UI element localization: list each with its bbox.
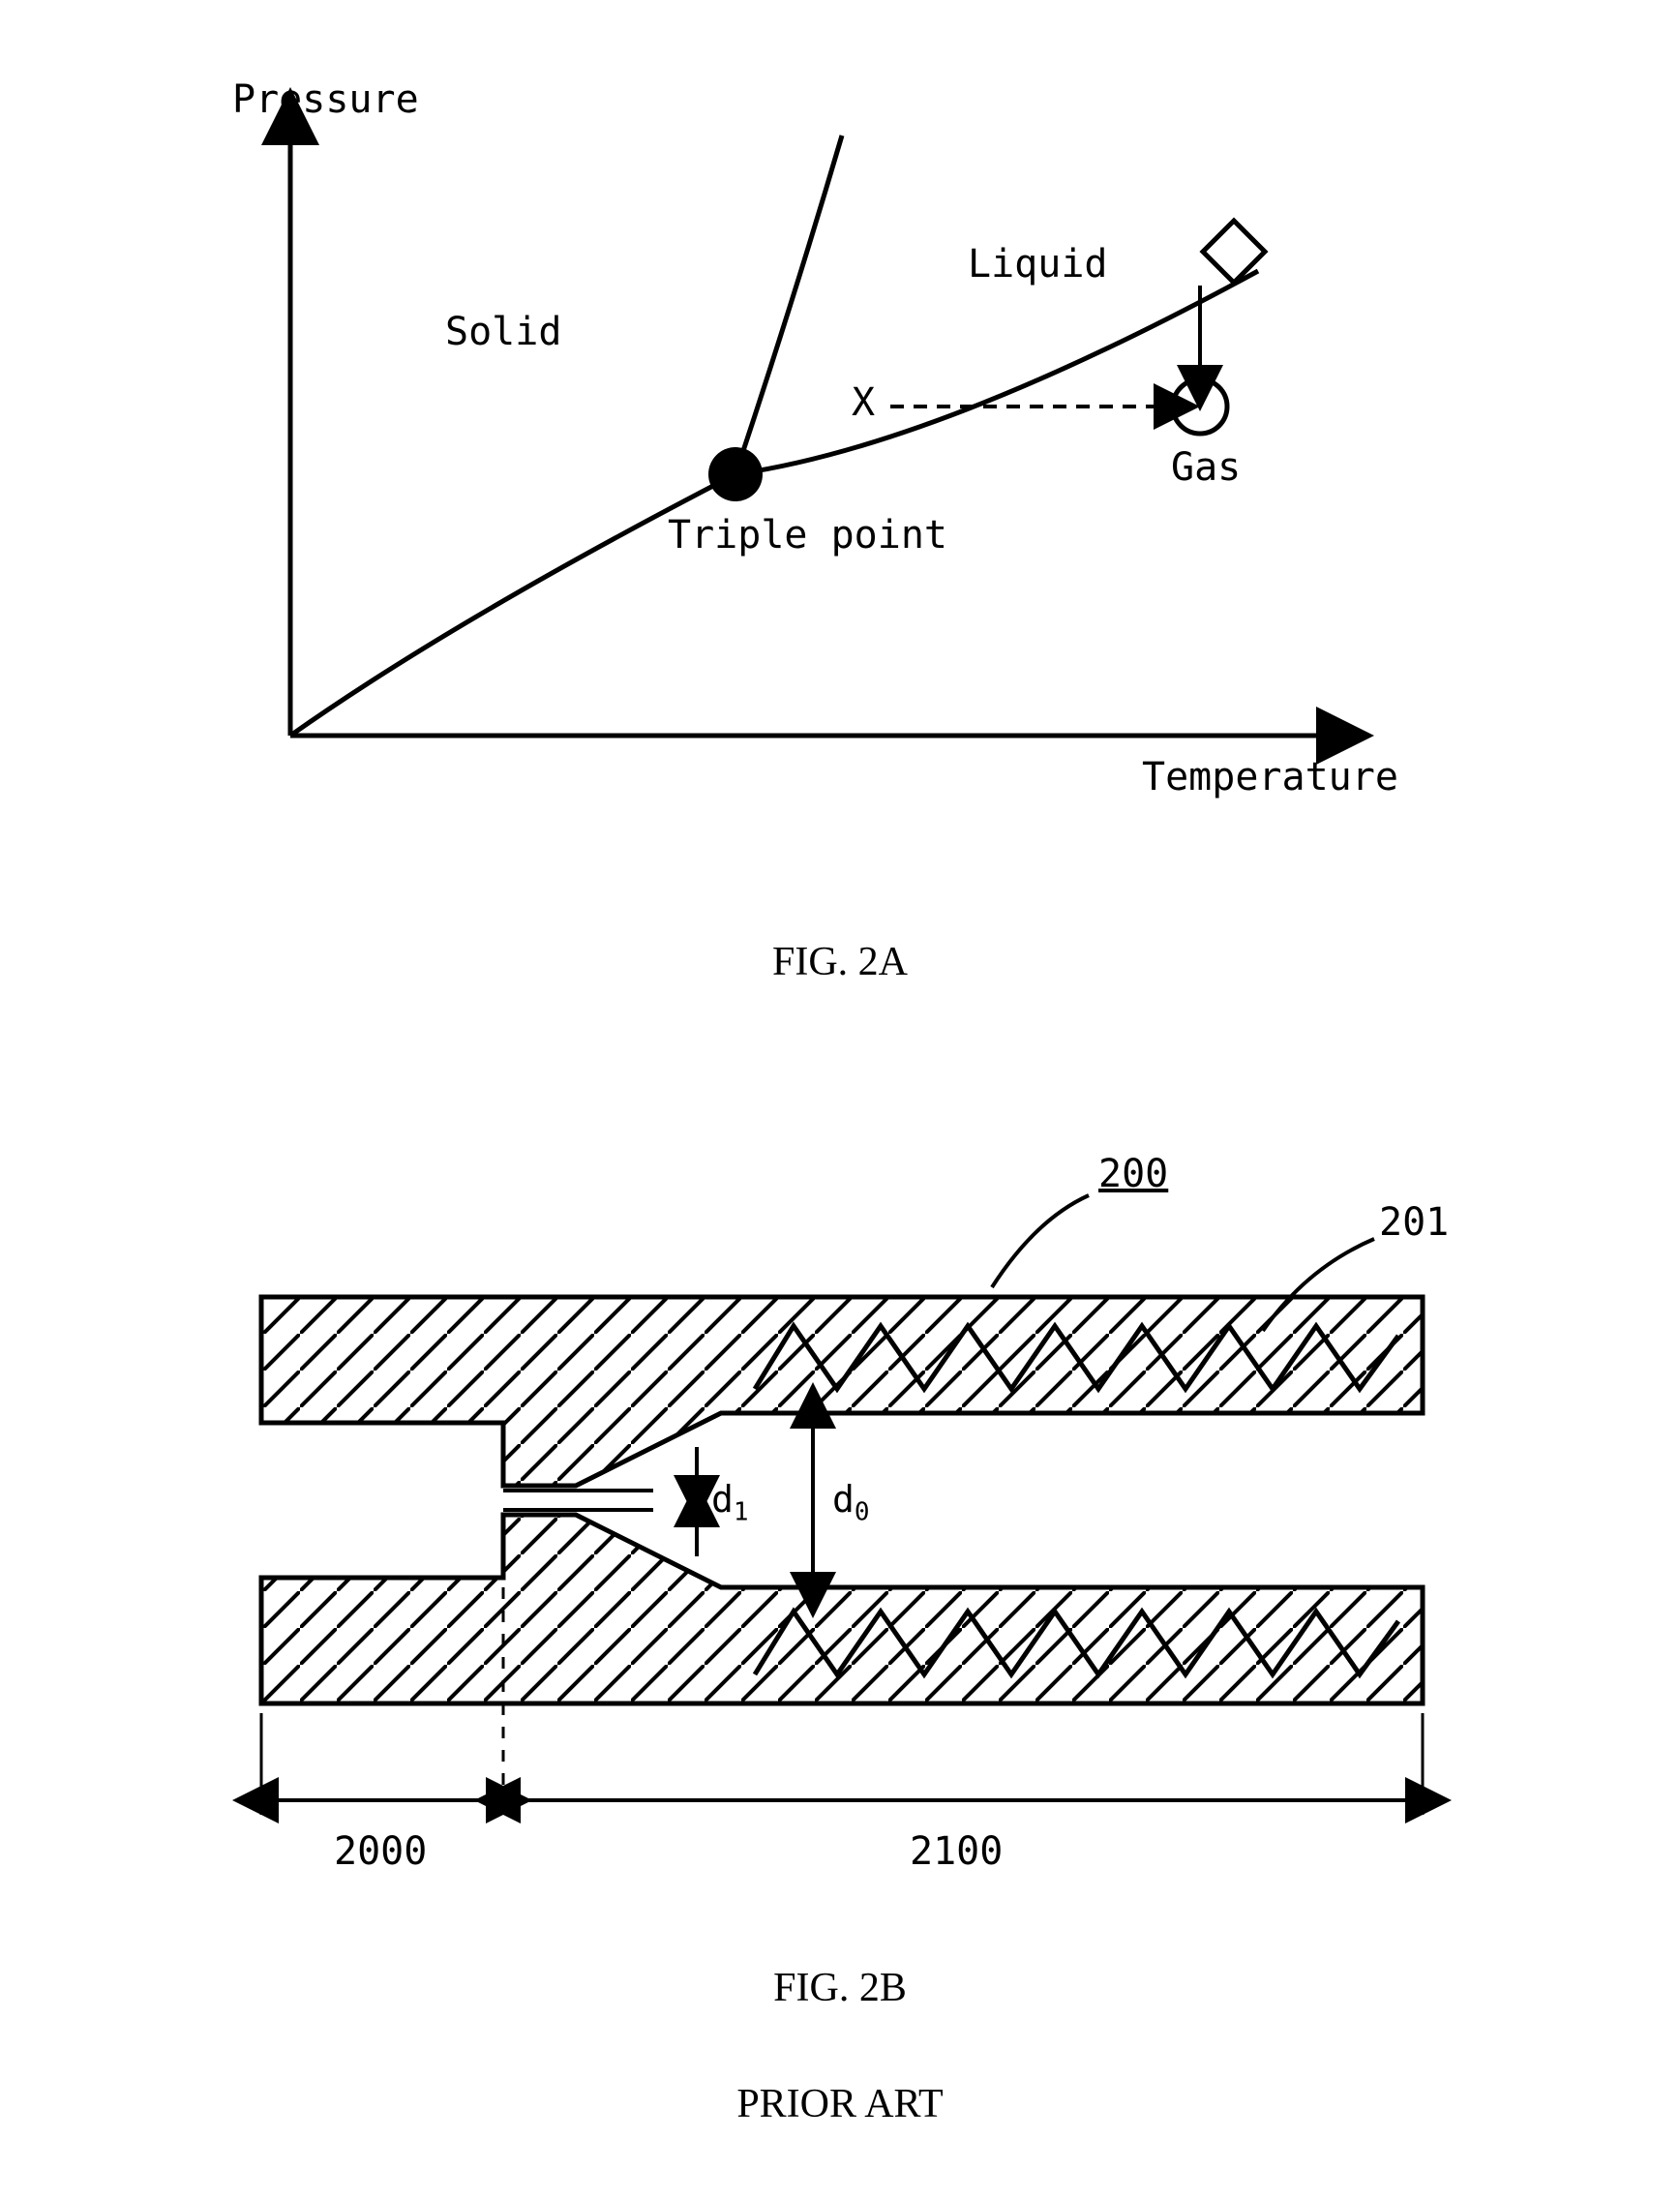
dim-2000-label: 2000 [334,1829,427,1874]
region-gas-label: Gas [1171,445,1241,490]
callout-200-arrow [992,1195,1089,1287]
phase-diagram-svg [116,58,1471,832]
gas-marker [1173,379,1227,434]
figure-2b: 200 201 d1 d0 2000 2100 [116,1161,1568,1887]
y-axis-label: Pressure [232,77,419,122]
region-liquid-label: Liquid [968,242,1108,286]
triple-point-marker [708,447,763,501]
process-x-label: X [852,380,875,425]
x-axis-label: Temperature [1142,755,1398,799]
dim-d1-label: d1 [711,1478,749,1527]
dim-d0-label: d0 [832,1478,870,1527]
figure-2a: Pressure Temperature Solid Liquid Gas Tr… [116,58,1471,929]
prior-art-label: PRIOR ART [0,2081,1680,2127]
figure-2a-title: FIG. 2A [0,939,1680,985]
triple-point-label: Triple point [668,513,947,558]
dim-2100-label: 2100 [910,1829,1003,1874]
solid-liquid-curve [735,136,842,474]
region-solid-label: Solid [445,310,561,354]
callout-201-label: 201 [1379,1200,1449,1245]
callout-200-label: 200 [1098,1152,1168,1196]
liquid-gas-curve [735,271,1258,474]
figure-2b-title: FIG. 2B [0,1965,1680,2011]
